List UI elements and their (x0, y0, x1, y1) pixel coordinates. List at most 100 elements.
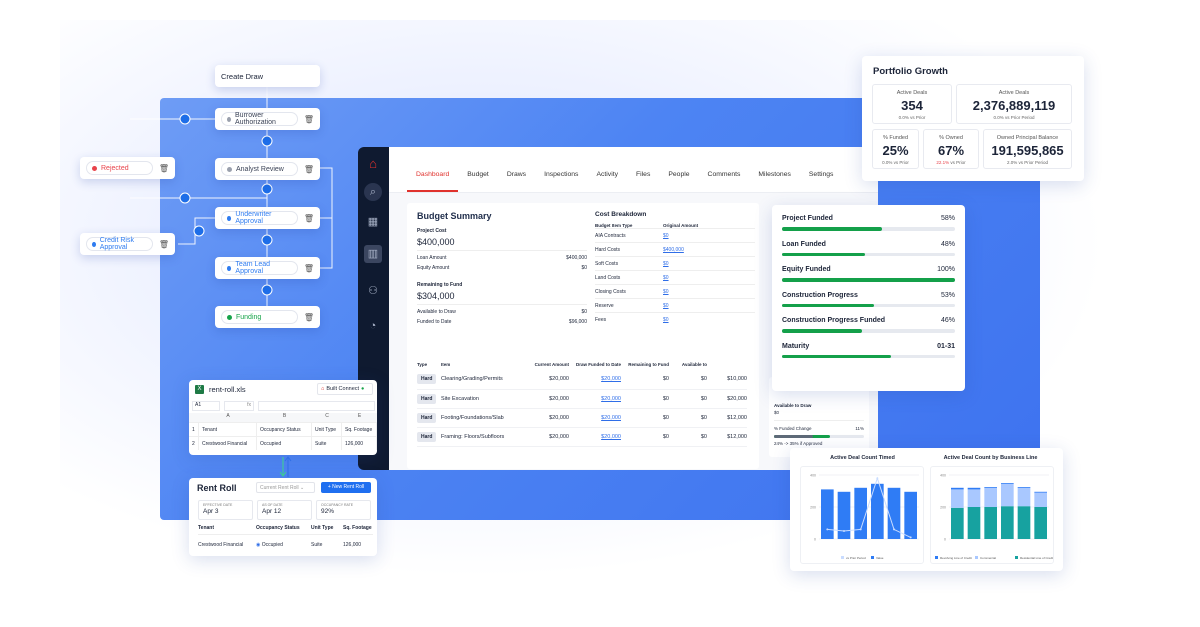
amount: $12,000 (727, 433, 747, 440)
table-row[interactable]: Hard Site Excavation $20,000 $20,000 $0 $0 $20… (417, 389, 747, 408)
rent-roll-row[interactable]: Crestwood Financial ◉ Occupied Suite 126,00… (198, 542, 373, 548)
funded-value: $96,000 (568, 319, 587, 325)
column-letter[interactable]: C (325, 413, 329, 419)
column-letter[interactable]: E (357, 413, 362, 419)
trash-icon[interactable]: 🗑 (303, 312, 314, 322)
workflow-step-node[interactable]: Underwriter Approval 🗑 (215, 207, 320, 229)
stacked-bar-segment (967, 489, 981, 507)
tab-dashboard[interactable]: Dashboard (407, 171, 459, 192)
draw-funded-link[interactable]: $20,000 (601, 395, 621, 402)
status-dot (227, 116, 232, 122)
tab-inspections[interactable]: Inspections (544, 171, 579, 178)
table-row[interactable]: Hard Clearing/Grading/Permits $20,000 $20,0… (417, 370, 747, 389)
sheet-cell[interactable]: Tenant (199, 423, 257, 436)
trash-icon[interactable]: 🗑 (303, 263, 314, 273)
table-row[interactable]: Hard Framing: Floors/Subfloors $20,000 $20,… (417, 427, 747, 446)
workflow-step-node[interactable]: Funding 🗑 (215, 306, 320, 328)
table-cell: $20,000 (569, 370, 621, 389)
available: $0 (700, 395, 707, 402)
kpi-value: 191,595,865 (991, 143, 1064, 158)
sheet-cell[interactable]: Occupancy Status (257, 423, 312, 436)
sheet-cell[interactable]: 126,000 (342, 437, 377, 450)
tab-settings[interactable]: Settings (808, 171, 834, 178)
tab-draws[interactable]: Draws (506, 171, 527, 178)
sheet-cell[interactable]: Crestwood Financial (199, 437, 257, 450)
sheet-cell[interactable]: Unit Type (312, 423, 342, 436)
sheet-cell[interactable]: Sq. Footage (342, 423, 377, 436)
draw-funded-link[interactable]: $20,000 (601, 376, 621, 383)
stacked-bar-segment (984, 487, 997, 507)
create-draw-node[interactable]: Create Draw (215, 65, 320, 87)
budget-summary-title: Budget Summary (417, 211, 492, 221)
cost-amount-link[interactable]: $0 (663, 303, 669, 309)
amount: $20,000 (727, 395, 747, 402)
tab-comments[interactable]: Comments (707, 171, 741, 178)
app-window: ⌂ ⌕ ▦ ▥ ⚇ ◔ Dashboard Budget Draws Inspecti… (358, 147, 878, 470)
chart-title: Active Deal Count Timed (830, 455, 895, 461)
cost-amount-link[interactable]: $0 (663, 317, 669, 323)
tab-bar: Dashboard Budget Draws Inspections Activity F… (389, 147, 878, 193)
stat-value: Apr 3 (203, 508, 219, 515)
sheet-cell[interactable]: Suite (312, 437, 342, 450)
stacked-bar-segment (951, 489, 964, 508)
rent-roll-cell: Crestwood Financial (198, 542, 256, 548)
rent-roll-select[interactable]: Current Rent Roll ⌄ (256, 482, 315, 493)
table-row[interactable]: Hard Footing/Foundations/Slab $20,000 $20,0… (417, 408, 747, 427)
settings-chart-icon[interactable]: ◔ (369, 320, 377, 332)
logo-icon[interactable]: ⌂ (369, 156, 377, 171)
table-icon[interactable]: ▦ (367, 216, 379, 228)
cost-amount-link[interactable]: $400,000 (663, 247, 684, 253)
rejected-node[interactable]: Rejected 🗑 (80, 157, 175, 179)
draw-funded-link[interactable]: $20,000 (601, 414, 621, 421)
column-letter[interactable]: A (226, 413, 230, 419)
workflow-step-node[interactable]: Team Lead Approval 🗑 (215, 257, 320, 279)
occupied-radio-icon: ◉ (256, 542, 261, 548)
tab-activity[interactable]: Activity (596, 171, 618, 178)
trash-icon[interactable]: 🗑 (158, 239, 169, 249)
draw-funded-link[interactable]: $20,000 (601, 433, 621, 440)
cell-ref-box[interactable]: A1 (192, 401, 220, 411)
progress-item: Equity Funded 100% (782, 266, 955, 282)
stacked-bar-segment (984, 487, 997, 488)
built-connect-button[interactable]: ⌂ Built Connect ● (317, 383, 373, 395)
available: $0 (700, 414, 707, 421)
workflow-step-node[interactable]: Analyst Review 🗑 (215, 158, 320, 180)
column-header: Current Amount (534, 361, 569, 367)
cost-amount-link[interactable]: $0 (663, 233, 669, 239)
status-dot (227, 265, 232, 271)
rent-roll-cell: 126,000 (343, 542, 373, 548)
tab-milestones[interactable]: Milestones (758, 171, 791, 178)
table-cell: $0 (669, 370, 707, 389)
trash-icon[interactable]: 🗑 (303, 114, 314, 124)
cost-amount-link[interactable]: $0 (663, 289, 669, 295)
cost-row: AIA Contracts $0 (595, 228, 755, 242)
building-icon[interactable]: ▥ (364, 245, 382, 263)
stacked-bar-segment (1017, 506, 1031, 539)
stat-value: Apr 12 (262, 508, 282, 515)
sheet-cell[interactable]: Occupied (257, 437, 312, 450)
bar (821, 489, 834, 539)
y-tick-label: 0 (814, 538, 816, 542)
cost-amount-link[interactable]: $0 (663, 275, 669, 281)
tab-budget[interactable]: Budget (467, 171, 489, 178)
new-rent-roll-button[interactable]: + New Rent Roll (321, 482, 371, 493)
project-cost-label: Project Cost (417, 228, 447, 234)
formula-input[interactable] (258, 401, 375, 411)
credit-risk-node[interactable]: Credit Risk Approval 🗑 (80, 233, 175, 255)
user-icon[interactable]: ⚇ (368, 285, 378, 297)
workflow-step-node[interactable]: Burrower Authorization 🗑 (215, 108, 320, 130)
available-draw-value: $0 (774, 410, 864, 421)
search-icon[interactable]: ⌕ (364, 183, 382, 201)
trash-icon[interactable]: 🗑 (303, 213, 314, 223)
legend-swatch (935, 556, 938, 559)
progress-label: Equity Funded (782, 266, 831, 273)
trash-icon[interactable]: 🗑 (158, 163, 169, 173)
tab-people[interactable]: People (668, 171, 690, 178)
tab-files[interactable]: Files (636, 171, 651, 178)
progress-value: 100% (937, 266, 955, 273)
item-name: Clearing/Grading/Permits (441, 376, 503, 383)
cost-amount-link[interactable]: $0 (663, 261, 669, 267)
column-letter[interactable]: B (282, 413, 287, 419)
trash-icon[interactable]: 🗑 (303, 164, 314, 174)
